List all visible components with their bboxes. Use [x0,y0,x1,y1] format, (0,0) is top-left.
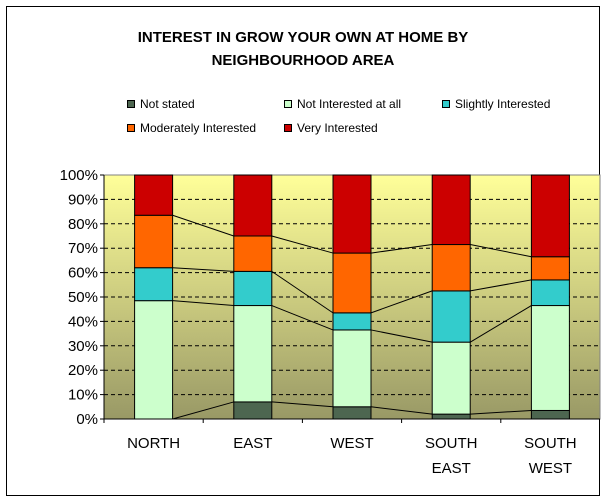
bar-segment-moderately-interested [332,252,372,314]
x-category-label: NORTH [127,435,180,452]
bar-segment-slightly-interested [233,270,273,307]
legend-label-not-interested: Not Interested at all [297,97,402,111]
bar-segment-very-interested [233,174,273,237]
legend-swatch-very-interested [284,124,292,132]
bar-segment-not-interested-at-all [332,329,372,408]
series-line [172,401,234,420]
bar-segment-not-stated [233,401,273,420]
bar-segment-not-interested-at-all [233,305,273,403]
x-category-label: SOUTH [524,435,577,452]
legend-label-very-interested: Very Interested [297,121,378,135]
x-axis: NORTH EAST WEST SOUTH EAST SOUTH WEST [103,418,600,477]
series-line [172,300,234,307]
series-line [271,305,334,331]
bar-segment-not-interested-at-all [530,305,570,411]
y-tick-label: 20% [68,362,98,379]
bar-segment-very-interested [431,174,471,246]
bars [134,174,570,420]
x-category-label: EAST [432,460,471,477]
bar-segment-not-stated [431,413,471,420]
chart-title: INTEREST IN GROW YOUR OWN AT HOME BY NEI… [137,29,469,69]
bar-segment-not-interested-at-all [134,300,174,420]
legend-swatch-not-interested [284,100,292,108]
legend-swatch-not-stated [127,100,135,108]
bar-segment-very-interested [332,174,372,254]
series-line [271,235,334,254]
y-tick-label: 10% [68,387,98,404]
series-line [271,270,334,314]
series-line [470,244,532,258]
series-line [271,401,334,408]
x-category-label: WEST [529,460,572,477]
bar-segment-not-stated [332,406,372,420]
series-line [470,409,532,415]
y-tick-label: 40% [68,313,98,330]
bar-segment-slightly-interested [332,312,372,331]
series-line [470,279,532,292]
bar-segment-slightly-interested [134,267,174,302]
y-tick-label: 100% [60,167,98,184]
bar-segment-moderately-interested [134,214,174,269]
legend-label-moderately-interested: Moderately Interested [140,121,257,135]
series-line [370,244,433,254]
x-category-label: EAST [233,435,272,452]
series-line [469,305,532,343]
y-tick-label: 0% [76,411,98,428]
bar-segment-moderately-interested [431,244,471,292]
bar-segment-very-interested [530,174,570,258]
legend-swatch-moderately-interested [127,124,135,132]
bar-segment-moderately-interested [530,256,570,281]
series-line [370,290,433,314]
y-tick-label: 80% [68,216,98,233]
y-tick-label: 70% [68,240,98,257]
bar-segment-slightly-interested [530,279,570,307]
bar-segment-moderately-interested [233,235,273,272]
series-line [370,329,433,343]
series-lines [172,214,532,420]
y-tick-label: 30% [68,338,98,355]
series-line [370,406,433,415]
series-line [172,267,234,272]
bar-segment-very-interested [134,174,174,216]
y-tick-label: 60% [68,265,98,282]
y-tick-label: 50% [68,289,98,306]
x-category-label: WEST [330,435,373,452]
legend-label-slightly-interested: Slightly Interested [455,97,551,111]
y-tick-label: 90% [68,191,98,208]
y-axis: 0% 10% 20% 30% 40% 50% 60% 70% 80% 90% 100% [60,167,105,428]
bar-segment-not-interested-at-all [431,341,471,415]
bar-segment-not-stated [530,409,570,420]
legend-label-not-stated: Not stated [140,97,195,111]
x-category-label: SOUTH [425,435,478,452]
legend-swatch-slightly-interested [442,100,450,108]
series-line [172,214,234,237]
bar-segment-slightly-interested [431,290,471,343]
